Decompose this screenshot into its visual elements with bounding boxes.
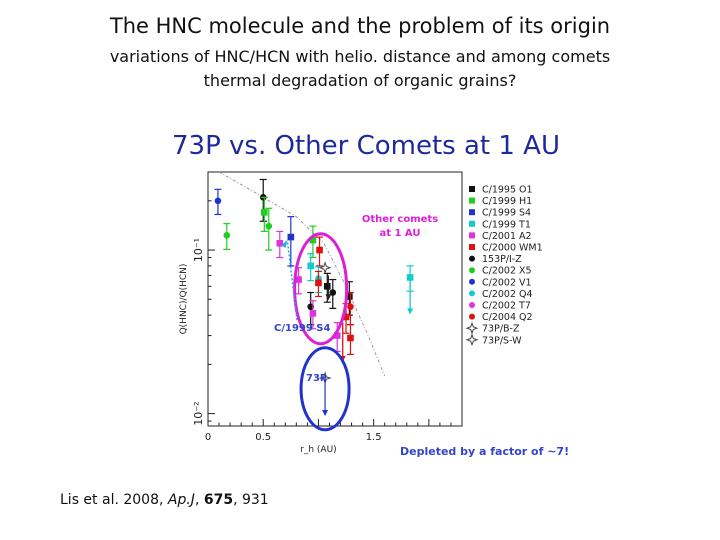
legend-label-1: C/1999 H1: [482, 196, 532, 207]
legend-label-7: C/2002 X5: [482, 266, 532, 277]
data-point-18: [347, 303, 354, 311]
star-point-0: [318, 261, 332, 275]
legend-label-6: 153P/I-Z: [482, 254, 522, 265]
c1999s4-pointer-line: [286, 241, 298, 321]
data-point-9: [307, 262, 315, 270]
plot-frame: [207, 171, 463, 427]
ellipse-73p: [299, 346, 351, 432]
legend-label-4: C/2001 A2: [482, 231, 532, 242]
legend-marker-7: [469, 267, 475, 274]
legend-marker-1: [469, 197, 475, 204]
x-tick-label-1: 0.5: [255, 432, 271, 443]
data-point-7: [309, 236, 317, 244]
legend-label-12: 73P/B-Z: [482, 324, 520, 335]
reference-citation: Lis et al. 2008, Ap.J, 675, 931: [60, 492, 269, 508]
legend-marker-4: [469, 232, 475, 239]
data-point-12: [315, 279, 322, 287]
data-point-1: [223, 232, 231, 239]
legend-label-13: 73P/S-W: [482, 335, 522, 346]
legend-marker-12: [465, 321, 479, 335]
data-point-6: [287, 233, 295, 241]
legend-marker-2: [469, 209, 475, 216]
legend-marker-5: [469, 244, 475, 250]
data-point-14: [329, 289, 337, 296]
other-comets-ellipse: [293, 232, 349, 346]
x-tick-label-2: 1.5: [366, 432, 382, 443]
data-point-4: [265, 222, 273, 230]
ref-sep: ,: [194, 492, 204, 508]
c1999s4-pointer-head: [281, 239, 288, 248]
data-point-0: [214, 197, 222, 205]
data-point-13: [323, 283, 331, 290]
legend-label-11: C/2004 Q2: [482, 312, 533, 323]
legend-marker-6: [469, 255, 475, 262]
ref-pages: , 931: [233, 492, 269, 508]
data-point-19: [342, 313, 350, 321]
data-point-15: [346, 293, 353, 300]
legend-marker-10: [469, 302, 475, 308]
ref-journal: Ap.J: [167, 492, 195, 508]
data-point-21: [347, 334, 354, 342]
slide-subtitle-2: thermal degradation of organic grains?: [203, 71, 517, 90]
trend-curve: [218, 171, 386, 377]
legend-marker-9: [469, 290, 475, 297]
arrow-73p-a-head: [325, 294, 332, 301]
legend-label-3: C/1999 T1: [482, 219, 531, 230]
y-tick-label-0: 10⁻¹: [192, 238, 205, 262]
data-point-20: [333, 332, 341, 339]
ref-volume: 675: [203, 492, 234, 508]
annotation-at-1au: at 1 AU: [379, 228, 420, 239]
legend-label-9: C/2002 Q4: [482, 289, 533, 300]
annotation-73p: 73P: [306, 373, 327, 384]
data-point-8: [316, 246, 323, 254]
annotation-depleted: Depleted by a factor of ~7!: [400, 445, 569, 458]
y-tick-label-1: 10⁻²: [192, 402, 205, 426]
annotation-c1999s4: C/1999 S4: [274, 323, 331, 334]
star-point-1: [318, 371, 332, 385]
x-tick-label-0: 0: [205, 432, 211, 443]
legend-marker-13: [465, 333, 479, 347]
chart-title: 73P vs. Other Comets at 1 AU: [172, 131, 560, 161]
data-point-11: [295, 276, 302, 283]
legend-label-8: C/2002 V1: [482, 277, 532, 288]
data-point-3: [261, 209, 268, 216]
legend-marker-8: [469, 278, 475, 285]
legend-marker-0: [469, 186, 475, 192]
upper-limit-arrow-1: [407, 308, 414, 315]
arrow-73p-b-head: [322, 410, 329, 417]
legend-marker-3: [469, 220, 475, 227]
slide-title: The HNC molecule and the problem of its …: [109, 14, 611, 38]
data-point-17: [309, 310, 317, 317]
legend-label-5: C/2000 WM1: [482, 243, 543, 254]
x-axis-label: r_h (AU): [300, 445, 337, 455]
legend-marker-11: [469, 313, 475, 320]
data-point-5: [276, 239, 284, 247]
slide-subtitle-1: variations of HNC/HCN with helio. distan…: [109, 47, 611, 66]
legend-label-2: C/1999 S4: [482, 208, 531, 219]
ref-authors: Lis et al. 2008,: [60, 492, 168, 508]
y-axis-label: Q(HNC)/Q(HCN): [179, 264, 189, 335]
legend-label-10: C/2002 T7: [482, 301, 531, 312]
annotation-other-comets: Other comets: [362, 214, 438, 225]
legend-label-0: C/1995 O1: [482, 185, 533, 196]
